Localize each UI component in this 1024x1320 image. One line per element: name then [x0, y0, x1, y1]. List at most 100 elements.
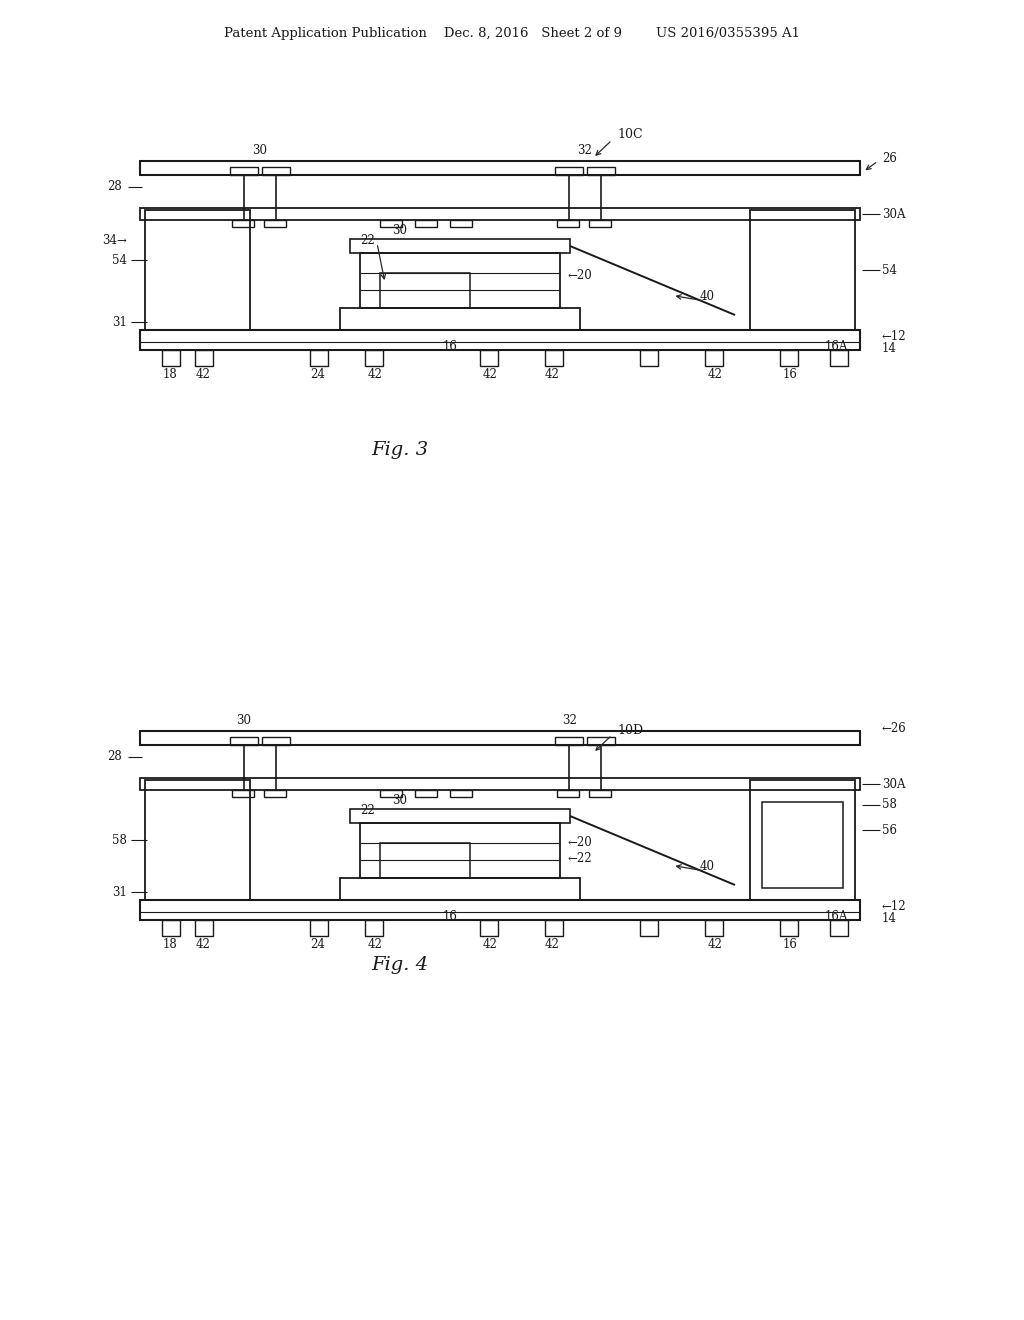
Text: ←12: ←12 — [882, 899, 906, 912]
Text: 16A: 16A — [825, 911, 848, 924]
Bar — [350, 809, 570, 822]
Bar — [557, 220, 579, 227]
Text: 16: 16 — [442, 911, 458, 924]
Text: 30: 30 — [392, 795, 408, 808]
Bar — [195, 920, 213, 936]
Bar — [310, 920, 328, 936]
Text: 54: 54 — [882, 264, 897, 276]
Bar — [262, 737, 290, 744]
Bar — [140, 330, 860, 350]
Text: 22: 22 — [360, 235, 375, 248]
Text: 18: 18 — [163, 937, 177, 950]
Bar — [232, 789, 254, 797]
Text: 42: 42 — [196, 367, 211, 380]
Text: 28: 28 — [108, 181, 122, 194]
Text: 22: 22 — [360, 804, 375, 817]
Bar — [557, 789, 579, 797]
Bar — [705, 920, 723, 936]
Text: 42: 42 — [482, 937, 498, 950]
Bar — [264, 220, 286, 227]
Text: 42: 42 — [545, 937, 559, 950]
Bar — [545, 350, 563, 366]
Text: 42: 42 — [482, 367, 498, 380]
Bar — [587, 168, 615, 176]
Text: 10C: 10C — [617, 128, 643, 141]
Text: 31: 31 — [112, 315, 127, 329]
Text: 30: 30 — [253, 144, 267, 157]
Bar — [450, 220, 472, 227]
Text: 16: 16 — [782, 367, 798, 380]
Bar — [587, 737, 615, 744]
Bar — [480, 350, 498, 366]
Text: Patent Application Publication    Dec. 8, 2016   Sheet 2 of 9        US 2016/035: Patent Application Publication Dec. 8, 2… — [224, 26, 800, 40]
Text: 42: 42 — [708, 937, 723, 950]
Text: Fig. 3: Fig. 3 — [372, 441, 429, 459]
Bar — [555, 168, 583, 176]
Bar — [232, 220, 254, 227]
Text: 56: 56 — [882, 824, 897, 837]
Bar — [415, 789, 437, 797]
Text: 24: 24 — [310, 937, 326, 950]
Text: 40: 40 — [700, 289, 715, 302]
Bar — [264, 789, 286, 797]
Bar — [415, 220, 437, 227]
Text: 30: 30 — [392, 224, 408, 238]
Text: Fig. 4: Fig. 4 — [372, 956, 429, 974]
Text: 28: 28 — [108, 751, 122, 763]
Bar — [360, 822, 560, 878]
Bar — [310, 350, 328, 366]
Text: 16: 16 — [442, 341, 458, 354]
Bar — [365, 920, 383, 936]
Text: 31: 31 — [112, 886, 127, 899]
Text: 40: 40 — [700, 859, 715, 873]
Text: 16: 16 — [782, 937, 798, 950]
Bar — [380, 789, 402, 797]
Bar — [140, 161, 860, 176]
Bar — [762, 803, 843, 888]
Text: 58: 58 — [882, 799, 897, 812]
Text: ←22: ←22 — [568, 851, 593, 865]
Bar — [450, 789, 472, 797]
Text: 16A: 16A — [825, 341, 848, 354]
Bar — [589, 789, 611, 797]
Text: 58: 58 — [112, 833, 127, 846]
Text: 30A: 30A — [882, 777, 905, 791]
Bar — [640, 920, 658, 936]
Bar — [360, 253, 560, 308]
Text: 42: 42 — [196, 937, 211, 950]
Bar — [230, 168, 258, 176]
Bar — [350, 239, 570, 253]
Bar — [365, 350, 383, 366]
Bar — [780, 350, 798, 366]
Bar — [750, 780, 855, 900]
Text: 14: 14 — [882, 912, 897, 924]
Text: 24: 24 — [310, 367, 326, 380]
Text: 14: 14 — [882, 342, 897, 355]
Bar — [705, 350, 723, 366]
Text: 18: 18 — [163, 367, 177, 380]
Bar — [262, 168, 290, 176]
Text: ←20: ←20 — [568, 269, 593, 282]
Text: 42: 42 — [368, 367, 382, 380]
Text: 30: 30 — [237, 714, 252, 727]
Text: 42: 42 — [708, 367, 723, 380]
Bar — [230, 737, 258, 744]
Bar — [830, 350, 848, 366]
Bar — [145, 780, 250, 900]
Bar — [640, 350, 658, 366]
Text: 54: 54 — [112, 253, 127, 267]
Bar — [140, 900, 860, 920]
Bar — [162, 350, 180, 366]
Bar — [555, 737, 583, 744]
Text: 42: 42 — [368, 937, 382, 950]
Bar — [380, 220, 402, 227]
Text: 32: 32 — [562, 714, 578, 727]
Bar — [140, 209, 860, 220]
Text: ←26: ←26 — [882, 722, 906, 735]
Bar — [340, 308, 580, 330]
Bar — [145, 210, 250, 330]
Text: 34→: 34→ — [102, 234, 127, 247]
Bar — [380, 843, 470, 878]
Bar — [750, 210, 855, 330]
Text: 10D: 10D — [617, 723, 643, 737]
